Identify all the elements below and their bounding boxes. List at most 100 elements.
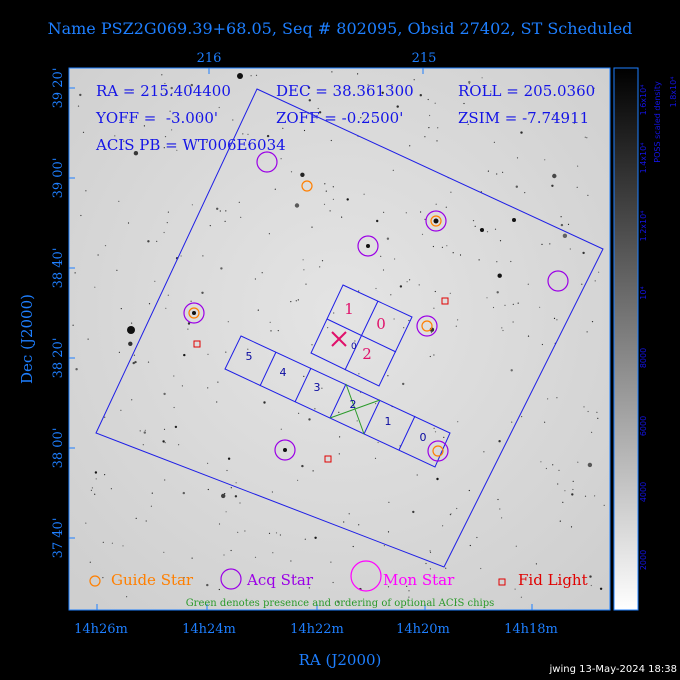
field-star bbox=[540, 461, 542, 463]
ra-tick-14h24m: 14h24m bbox=[182, 622, 236, 637]
field-star bbox=[560, 216, 562, 218]
field-star bbox=[216, 207, 219, 210]
field-star bbox=[564, 490, 566, 492]
field-star bbox=[268, 532, 271, 535]
field-star bbox=[435, 203, 437, 205]
hrc-chip-1-label: 1 bbox=[344, 300, 354, 318]
field-star bbox=[128, 341, 133, 346]
field-star bbox=[343, 521, 345, 523]
field-star bbox=[408, 596, 410, 598]
field-star bbox=[358, 524, 360, 526]
bright-star bbox=[512, 218, 516, 222]
field-star bbox=[338, 453, 340, 455]
field-star bbox=[142, 444, 144, 446]
field-star bbox=[118, 351, 120, 353]
field-star bbox=[492, 306, 495, 309]
x-axis-label: RA (J2000) bbox=[299, 651, 382, 669]
info-yoff: YOFF = -3.000' bbox=[95, 109, 218, 127]
field-star bbox=[570, 526, 573, 528]
field-star bbox=[496, 291, 499, 294]
bright-star bbox=[192, 311, 196, 315]
field-star bbox=[218, 106, 220, 109]
field-star bbox=[504, 304, 506, 306]
field-star bbox=[305, 283, 307, 285]
field-star bbox=[442, 525, 444, 527]
field-star bbox=[517, 302, 519, 304]
field-star bbox=[337, 600, 340, 603]
field-star bbox=[207, 387, 209, 389]
field-star bbox=[135, 361, 137, 363]
field-star bbox=[181, 385, 183, 387]
field-star bbox=[419, 94, 422, 97]
field-star bbox=[111, 542, 113, 544]
field-star bbox=[587, 462, 593, 468]
field-star bbox=[261, 272, 263, 274]
field-star bbox=[559, 520, 561, 522]
field-star bbox=[147, 361, 150, 363]
bright-star bbox=[366, 244, 370, 248]
field-star bbox=[201, 291, 204, 294]
field-star bbox=[209, 225, 211, 227]
field-star bbox=[166, 222, 168, 224]
field-star bbox=[147, 240, 150, 243]
field-star bbox=[91, 487, 93, 489]
field-star bbox=[586, 331, 588, 333]
field-star bbox=[154, 280, 156, 282]
field-star bbox=[90, 489, 92, 491]
field-star bbox=[520, 596, 523, 598]
field-star bbox=[474, 225, 476, 227]
field-star bbox=[524, 192, 526, 194]
field-star bbox=[487, 170, 489, 172]
field-star bbox=[187, 328, 189, 330]
field-star bbox=[327, 327, 329, 329]
field-star bbox=[481, 77, 483, 79]
field-star bbox=[257, 309, 259, 311]
ra-tick-14h20m: 14h20m bbox=[396, 622, 450, 637]
field-star bbox=[375, 403, 377, 405]
field-star bbox=[133, 151, 139, 156]
field-star bbox=[360, 117, 362, 119]
field-star bbox=[239, 502, 241, 504]
field-star bbox=[486, 231, 489, 233]
field-star bbox=[486, 297, 488, 299]
field-star bbox=[352, 545, 354, 548]
field-star bbox=[582, 251, 585, 255]
field-star bbox=[266, 134, 270, 138]
ra-tick-14h18m: 14h18m bbox=[504, 622, 558, 637]
field-star bbox=[496, 261, 498, 263]
field-star bbox=[416, 474, 418, 476]
field-star bbox=[552, 173, 557, 179]
field-star bbox=[173, 406, 175, 409]
field-star bbox=[104, 474, 106, 476]
field-star bbox=[405, 212, 407, 214]
field-star bbox=[599, 587, 603, 590]
field-star bbox=[514, 588, 516, 590]
field-star bbox=[161, 74, 163, 76]
field-star bbox=[325, 190, 327, 192]
field-star bbox=[308, 418, 311, 421]
field-star bbox=[269, 321, 271, 323]
field-star bbox=[357, 73, 359, 75]
dec-tick-38-40: 38 40' bbox=[51, 248, 66, 289]
field-star bbox=[247, 133, 249, 135]
field-star bbox=[219, 210, 221, 212]
guide-star-legend-icon bbox=[89, 575, 101, 587]
field-star bbox=[429, 551, 432, 554]
field-star bbox=[171, 129, 173, 131]
field-star bbox=[297, 479, 299, 481]
field-star bbox=[77, 105, 80, 107]
field-star bbox=[127, 222, 130, 224]
field-star bbox=[409, 279, 411, 281]
legend: Guide Star Acq Star Mon Star Fid Light G… bbox=[89, 560, 588, 609]
acis-chip-4-label: 4 bbox=[280, 366, 287, 379]
field-star bbox=[354, 340, 356, 342]
info-zoff: ZOFF = -0.2500' bbox=[276, 109, 403, 127]
acis-s-array bbox=[224, 335, 451, 468]
field-star bbox=[402, 382, 405, 386]
field-star bbox=[319, 266, 321, 268]
field-star bbox=[358, 290, 360, 292]
field-star bbox=[254, 278, 256, 280]
dec-tick-38-00: 38 00' bbox=[51, 428, 66, 469]
field-star bbox=[303, 129, 306, 132]
field-star bbox=[324, 183, 326, 185]
